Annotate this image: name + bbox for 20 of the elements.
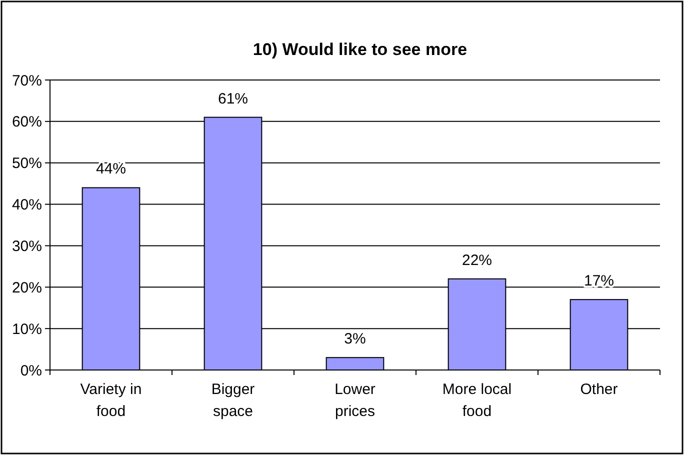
y-tick-label: 40% — [12, 196, 42, 214]
x-tick-label: Other — [580, 381, 618, 398]
data-label: 44% — [96, 160, 126, 178]
y-tick-label: 50% — [12, 155, 42, 172]
x-tick-label: Bigger space — [211, 381, 255, 420]
y-tick-label: 30% — [12, 238, 42, 255]
y-tick-label: 10% — [12, 320, 42, 338]
data-label: 17% — [584, 272, 614, 290]
chart-title: 10) Would like to see more — [252, 40, 468, 59]
y-tick-label: 0% — [20, 362, 42, 380]
x-tick-label: Variety in food — [80, 381, 142, 420]
bar — [326, 357, 384, 370]
data-label: 3% — [344, 330, 366, 348]
data-label: 61% — [218, 90, 248, 108]
x-tick-label: Lower prices — [334, 381, 376, 420]
x-tick-label: More local food — [442, 381, 512, 420]
data-label: 22% — [462, 252, 492, 269]
y-tick-label: 60% — [12, 114, 42, 131]
y-tick-label: 70% — [12, 72, 42, 90]
y-tick-label: 20% — [12, 279, 42, 296]
